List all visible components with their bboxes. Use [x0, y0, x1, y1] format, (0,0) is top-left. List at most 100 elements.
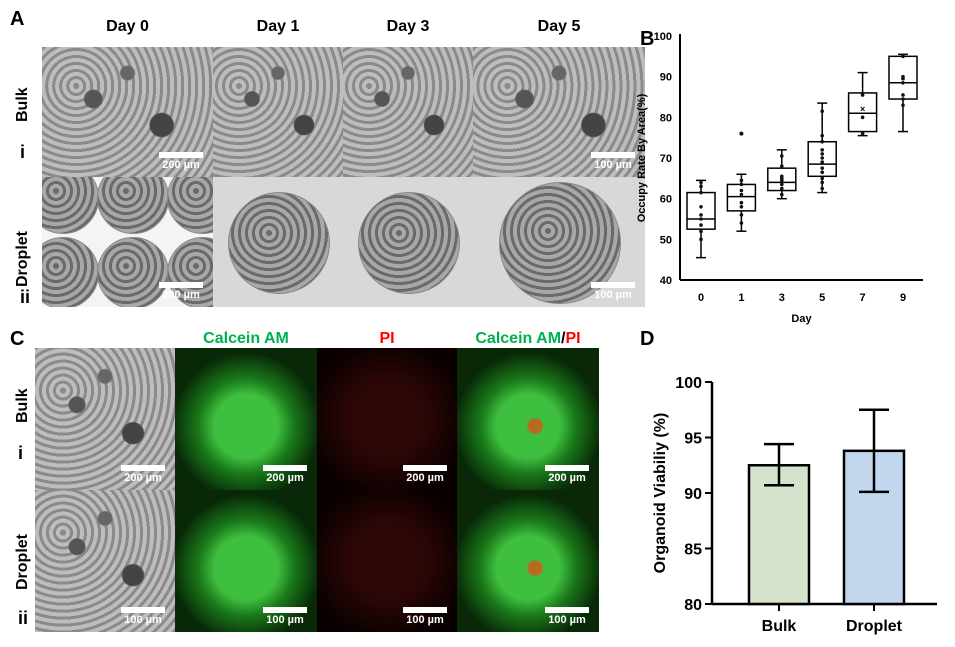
data-point	[699, 223, 703, 227]
scale-bar: 200 µm	[159, 282, 203, 301]
data-point	[820, 152, 824, 156]
data-point	[820, 176, 824, 181]
data-point	[820, 156, 824, 160]
scale-bar-line	[545, 607, 589, 613]
data-point	[820, 160, 824, 164]
scale-bar: 100 µm	[403, 607, 447, 626]
y-tick-label: 70	[660, 153, 672, 165]
micrograph: 100 µm	[457, 490, 599, 632]
x-tick-label: 5	[819, 292, 825, 304]
micrograph: 100 µm	[473, 47, 645, 177]
y-tick-label: 100	[654, 31, 672, 43]
data-point	[820, 180, 824, 185]
scale-bar-line	[403, 465, 447, 471]
scale-bar-line	[263, 607, 307, 613]
data-point	[860, 131, 865, 136]
row-roman: ii	[20, 287, 31, 307]
data-point	[780, 192, 784, 197]
column-title: Day 3	[386, 18, 430, 35]
row-roman: i	[20, 142, 26, 162]
data-point	[860, 93, 865, 97]
panel-a-label: A	[10, 8, 25, 30]
column-title: Calcein AM	[203, 330, 289, 347]
scale-bar-line	[545, 465, 589, 471]
scale-bar-label: 200 µm	[548, 472, 586, 484]
outlier-point	[739, 131, 744, 136]
scale-bar: 100 µm	[263, 607, 307, 626]
x-tick-label: 1	[738, 292, 744, 304]
column-title: Calcein AM/PI	[457, 330, 599, 348]
droplet	[97, 237, 169, 307]
y-tick-label: 100	[675, 375, 702, 392]
data-point	[699, 190, 703, 195]
y-tick-label: 80	[684, 597, 702, 614]
y-axis-label: Organoid Viabiliy (%)	[652, 413, 669, 574]
scale-bar-label: 100 µm	[266, 614, 304, 626]
data-point	[739, 178, 744, 183]
data-point	[901, 93, 905, 97]
data-point	[699, 205, 703, 209]
y-tick-label: 95	[684, 431, 702, 448]
scale-bar: 100 µm	[591, 152, 635, 171]
scale-bar: 200 µm	[403, 465, 447, 484]
scale-bar-line	[591, 152, 635, 158]
x-axis-label: Day	[791, 313, 812, 325]
data-point	[901, 54, 905, 59]
scale-bar-line	[591, 282, 635, 288]
scale-bar-label: 100 µm	[594, 289, 632, 301]
y-tick-label: 90	[660, 72, 672, 84]
data-point	[820, 139, 824, 144]
micrograph	[343, 177, 473, 307]
droplet	[167, 237, 213, 307]
data-point	[699, 229, 703, 233]
micrograph: 100 µm	[35, 490, 175, 632]
data-point	[901, 74, 905, 79]
panel-c-label: C	[10, 328, 25, 350]
data-point	[780, 154, 784, 158]
scale-bar: 100 µm	[121, 607, 165, 626]
scale-bar: 200 µm	[263, 465, 307, 484]
scale-bar-line	[121, 607, 165, 613]
droplet	[228, 192, 330, 294]
data-point	[699, 180, 703, 185]
micrograph	[213, 177, 343, 307]
data-point	[860, 115, 865, 120]
scale-bar: 200 µm	[121, 465, 165, 484]
data-point	[820, 170, 824, 175]
data-point	[739, 200, 744, 205]
panel-d-label: D	[640, 328, 655, 350]
data-point	[739, 182, 744, 187]
x-tick-label: 3	[779, 292, 785, 304]
scale-bar: 200 µm	[545, 465, 589, 484]
data-point	[739, 213, 744, 217]
data-point	[699, 237, 703, 242]
data-point	[901, 103, 905, 107]
micrograph: 100 µm	[473, 177, 645, 307]
data-point	[820, 109, 824, 114]
micrograph: 200 µm	[42, 47, 213, 177]
column-title: Day 5	[537, 18, 581, 35]
scale-bar-label: 100 µm	[406, 614, 444, 626]
data-point	[699, 184, 703, 189]
box	[686, 191, 716, 230]
micrograph: 200 µm	[317, 348, 457, 490]
data-point	[780, 186, 784, 191]
data-point	[780, 164, 784, 168]
scale-bar-label: 200 µm	[124, 472, 162, 484]
micrograph: 200 µm	[457, 348, 599, 490]
scale-bar-label: 200 µm	[266, 472, 304, 484]
mean-marker: ×	[860, 104, 865, 114]
data-point	[739, 221, 744, 225]
data-point	[820, 148, 824, 152]
data-point	[780, 174, 784, 179]
scale-bar: 100 µm	[591, 282, 635, 301]
column-title: Day 1	[256, 18, 300, 35]
scale-bar-label: 100 µm	[124, 614, 162, 626]
title-part: Calcein AM	[475, 330, 562, 347]
column-title: PI	[379, 330, 395, 347]
x-tick-label: 0	[698, 292, 704, 304]
micrograph: 200 µm	[175, 348, 317, 490]
scale-bar-line	[121, 465, 165, 471]
data-point	[699, 217, 703, 221]
